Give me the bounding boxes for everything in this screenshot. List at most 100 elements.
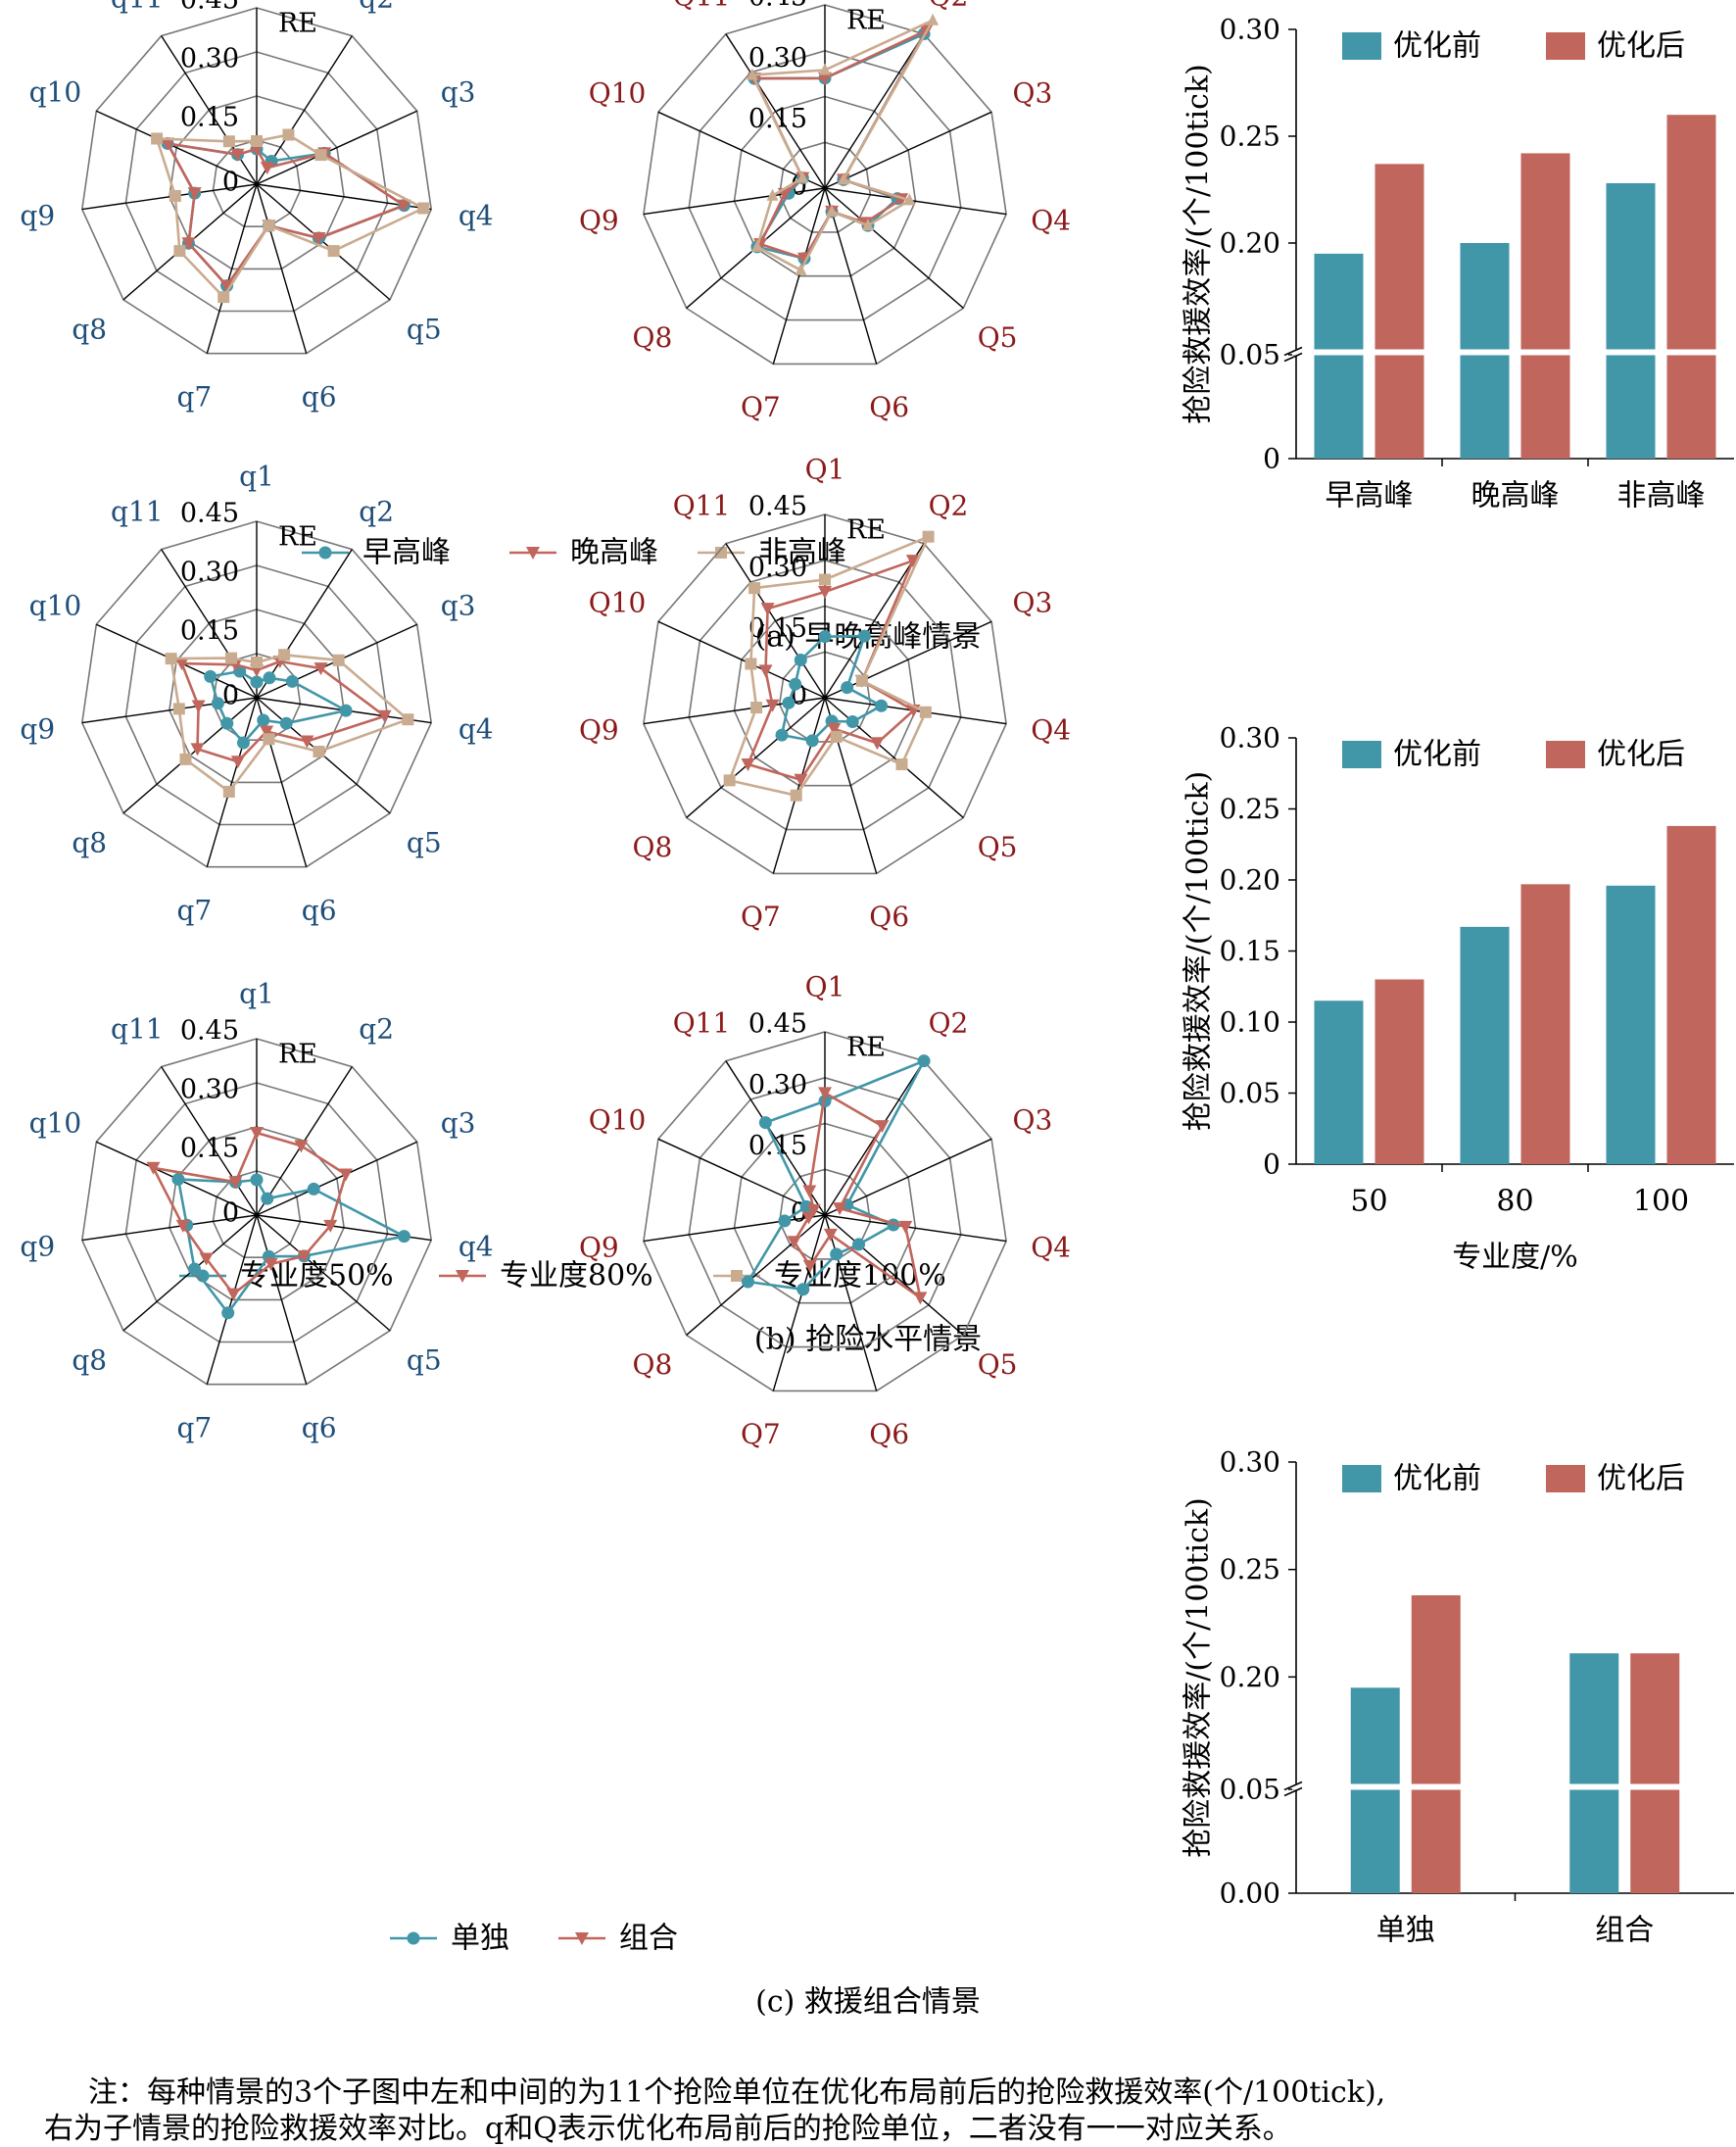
radar-point (765, 699, 780, 712)
radar-point (796, 1283, 810, 1296)
radar-axis-label-q11: q11 (111, 1012, 164, 1045)
radar-point (837, 172, 849, 185)
radar-point (250, 1127, 264, 1140)
radar-axis-label-Q2: Q2 (929, 1006, 969, 1039)
bar-category-label: 早高峰 (1326, 479, 1414, 513)
radar-re-label: RE (846, 515, 886, 546)
bar-y-tick-label: 0.20 (1220, 227, 1280, 260)
radar-point (875, 699, 889, 712)
radar-point (332, 654, 345, 666)
radar-axis-label-q1: q1 (239, 978, 274, 1010)
radar-tick-label: 0.45 (748, 1009, 807, 1040)
radar-axis-label-Q3: Q3 (1013, 77, 1053, 110)
bar-y-tick-label: 0.05 (1220, 339, 1280, 371)
radar-axis-label-Q7: Q7 (741, 1418, 781, 1450)
radar-legend-label: 专业度80% (500, 1259, 653, 1293)
radar-spoke (824, 1214, 878, 1391)
radar-axis-label-Q6: Q6 (869, 391, 909, 423)
radar-point (297, 1249, 312, 1263)
bar-y-tick-label: 0 (1263, 443, 1280, 475)
radar-point (823, 1228, 838, 1242)
radar-spoke (256, 1214, 391, 1332)
radar-axis-label-q8: q8 (72, 826, 107, 858)
radar-point (857, 629, 871, 643)
radar-point (741, 1275, 754, 1289)
radar-point (806, 1203, 821, 1217)
radar-point (861, 219, 874, 231)
radar-axis-label-q1: q1 (239, 461, 274, 493)
radar-grid-ring (169, 95, 345, 270)
radar-point (750, 239, 763, 252)
radar-re-label: RE (278, 9, 317, 39)
radar-point (204, 669, 217, 683)
radar-axis-label-Q5: Q5 (978, 831, 1018, 863)
radar-point (165, 653, 177, 665)
radar-point (748, 582, 761, 595)
radar-point (852, 1238, 866, 1251)
radar-grid-ring (688, 49, 962, 321)
radar-axis-label-q7: q7 (176, 894, 212, 926)
radar-axis-label-Q4: Q4 (1031, 1232, 1071, 1264)
radar-grid-ring (643, 513, 1007, 875)
bar-y-tick-label: 0.25 (1220, 1553, 1280, 1586)
radar-grid-ring (643, 1031, 1007, 1392)
radar-axis-label-Q10: Q10 (589, 587, 647, 619)
bar-y-tick-label: 0 (1263, 1148, 1280, 1181)
legend-swatch-after (1546, 1465, 1585, 1492)
legend-label-after: 优化后 (1597, 29, 1685, 64)
radar-axis-label-q5: q5 (407, 1343, 442, 1376)
radar-axis-label-q2: q2 (359, 495, 394, 527)
legend-swatch-before (1342, 741, 1381, 768)
radar-spoke (824, 1214, 1007, 1243)
radar-spoke (81, 1214, 258, 1242)
radar-point (187, 187, 202, 201)
legend-swatch-after (1546, 741, 1585, 768)
radar-axis-label-Q2: Q2 (929, 489, 969, 521)
radar-point (171, 1172, 185, 1186)
radar-point (898, 1220, 913, 1234)
radar-legend-marker (456, 1270, 469, 1283)
radar-axis-label-q2: q2 (359, 0, 394, 14)
radar-point (799, 1199, 813, 1213)
radar-legend-marker (575, 1932, 589, 1945)
bar-category-label: 组合 (1595, 1914, 1654, 1948)
radar-point (397, 1230, 410, 1244)
radar-point (236, 736, 250, 750)
radar-tick-label: 0.30 (180, 44, 239, 74)
radar-axis-label-q5: q5 (407, 826, 442, 858)
radar-point (260, 725, 274, 739)
bar-before (1460, 926, 1510, 1164)
radar-grid-ring (80, 1038, 433, 1386)
radar-axis-label-Q9: Q9 (579, 1232, 619, 1264)
radar-spoke (824, 33, 925, 189)
radar-point (257, 713, 270, 727)
radar-point (402, 713, 414, 726)
axis-break-mark (1283, 352, 1303, 363)
radar-point (175, 1219, 190, 1233)
radar-axis-label-q4: q4 (458, 713, 494, 746)
radar-grid-ring (80, 520, 433, 868)
bar-category-label: 单独 (1376, 1914, 1435, 1948)
radar-point (300, 735, 314, 749)
radar-spoke (256, 1214, 308, 1385)
radar-axis-label-Q11: Q11 (673, 1006, 731, 1039)
radar-tick-label: 0 (222, 681, 239, 711)
radar-legend-label: 早高峰 (362, 536, 451, 570)
radar-axis-label-Q5: Q5 (978, 321, 1018, 354)
radar-point (758, 1116, 772, 1130)
radar-axis-label-q11: q11 (111, 495, 164, 527)
radar-point (279, 716, 293, 730)
radar-point (278, 649, 291, 661)
radar-axis-label-Q9: Q9 (579, 205, 619, 237)
radar-spoke (772, 697, 826, 874)
radar-point (778, 1214, 792, 1228)
radar-point (263, 671, 276, 685)
radar-point (745, 658, 757, 670)
radar-legend-label: 非高峰 (758, 536, 846, 570)
radar-point (855, 674, 868, 687)
radar-point (264, 1257, 278, 1271)
radar-point (250, 675, 264, 689)
radar-legend-marker (318, 546, 332, 560)
radar-point (818, 1087, 832, 1100)
